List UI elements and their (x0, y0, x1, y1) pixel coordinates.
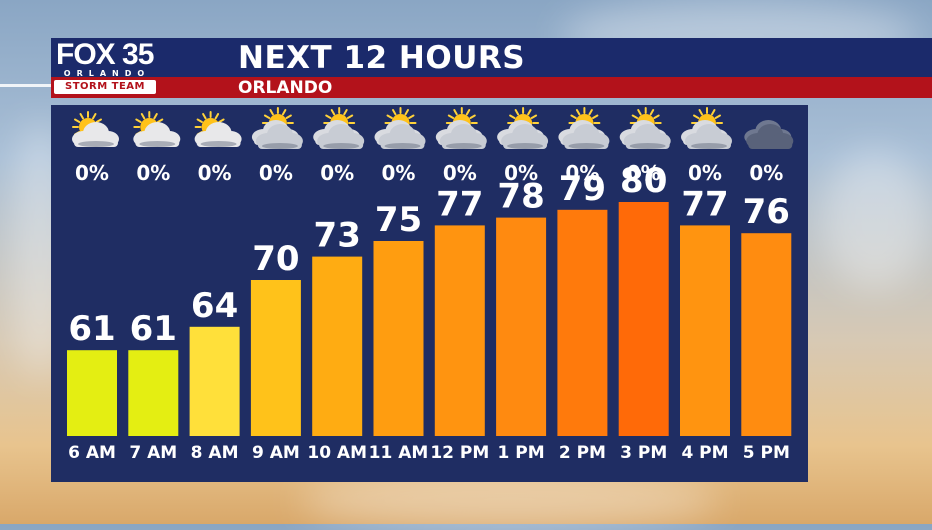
mostly-cloudy-icon (497, 107, 549, 149)
temperature-bar (250, 280, 301, 436)
mostly-cloudy-icon (619, 107, 671, 149)
mostly-cloudy-icon (435, 107, 487, 149)
temperature-value: 80 (620, 161, 667, 201)
precip-label: 0% (565, 161, 599, 185)
precip-label: 0% (259, 161, 293, 185)
temperature-bar (189, 326, 240, 436)
mostly-cloudy-icon (681, 107, 732, 149)
hour-label: 4 PM (681, 443, 728, 463)
mostly-cloudy-icon (313, 107, 365, 149)
temperature-bar (741, 233, 792, 436)
hour-label: 10 AM (307, 443, 367, 463)
mostly-cloudy-icon (558, 107, 610, 149)
partly-cloudy-icon (133, 111, 181, 147)
page-title: NEXT 12 HOURS (238, 40, 526, 76)
hour-label: 8 AM (191, 443, 239, 463)
temperature-value: 61 (68, 309, 115, 349)
precip-label: 0% (504, 161, 538, 185)
temperature-bar (618, 202, 669, 436)
temperature-value: 73 (314, 216, 361, 256)
temperature-value: 77 (436, 184, 483, 224)
hour-label: 5 PM (743, 443, 790, 463)
logo-team: STORM TEAM (54, 80, 156, 94)
logo-network: FOX 35 (56, 38, 154, 71)
temperature-bar (312, 256, 363, 436)
precip-label: 0% (627, 161, 661, 185)
subheader-bar (51, 77, 932, 98)
temperature-bar (434, 225, 485, 436)
temperature-bar (557, 209, 608, 436)
mostly-cloudy-icon (374, 107, 426, 149)
location-label: ORLANDO (238, 78, 333, 98)
temperature-bar (496, 217, 547, 436)
hourly-temperature-chart: 0% 61 6 AM 0% 61 7 AM 0% 64 8 AM 0% 70 9 AM 0% 73 10 A… (67, 107, 794, 463)
temperature-value: 75 (375, 200, 422, 240)
temperature-bar (680, 225, 730, 436)
cloudy-night-icon (744, 120, 794, 149)
precip-label: 0% (75, 161, 109, 185)
temperature-value: 79 (559, 169, 606, 209)
temperature-bar (128, 350, 179, 436)
hour-label: 12 PM (430, 443, 489, 463)
precip-label: 0% (688, 161, 722, 185)
logo-city: ORLANDO (63, 69, 151, 78)
temperature-value: 76 (743, 192, 790, 232)
temperature-value: 61 (130, 309, 177, 349)
temperature-value: 70 (252, 239, 299, 279)
temperature-bar (67, 350, 117, 436)
station-logo: FOX 35 ORLANDO STORM TEAM (51, 38, 160, 98)
hour-label: 9 AM (252, 443, 300, 463)
temperature-bar (373, 241, 424, 436)
hour-label: 1 PM (498, 443, 545, 463)
partly-cloudy-icon (72, 111, 119, 147)
precip-label: 0% (198, 161, 232, 185)
precip-label: 0% (443, 161, 477, 185)
hour-label: 6 AM (68, 443, 116, 463)
hour-label: 2 PM (559, 443, 606, 463)
temperature-value: 78 (497, 177, 544, 217)
temperature-value: 77 (681, 184, 728, 224)
precip-label: 0% (320, 161, 354, 185)
temperature-value: 64 (191, 286, 238, 326)
precip-label: 0% (749, 161, 783, 185)
precip-label: 0% (136, 161, 170, 185)
hour-label: 11 AM (369, 443, 429, 463)
mostly-cloudy-icon (251, 107, 303, 149)
partly-cloudy-icon (194, 111, 242, 147)
forecast-panel: 0% 61 6 AM 0% 61 7 AM 0% 64 8 AM 0% 70 9 AM 0% 73 10 A… (51, 105, 808, 482)
precip-label: 0% (382, 161, 416, 185)
header-bar (51, 38, 932, 77)
hour-label: 7 AM (129, 443, 177, 463)
hour-label: 3 PM (620, 443, 667, 463)
